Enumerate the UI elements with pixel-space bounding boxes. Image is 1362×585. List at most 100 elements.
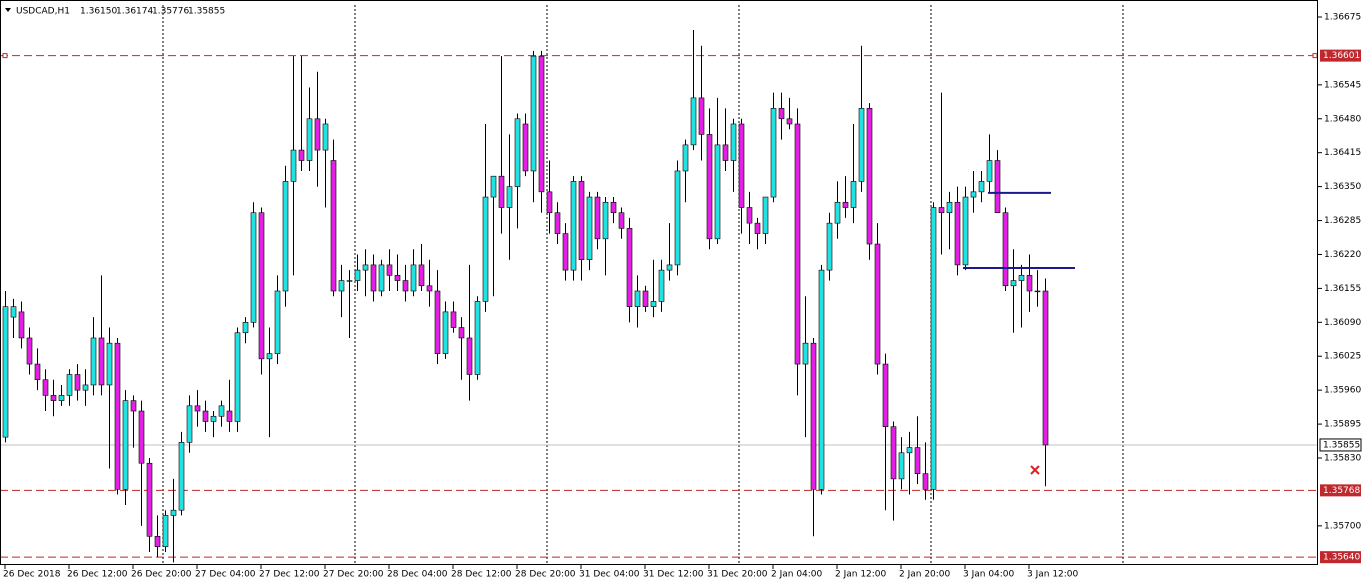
- x-tick-label: 2 Jan 20:00: [899, 570, 951, 580]
- candle-body: [370, 264, 377, 292]
- candle-body: [914, 447, 921, 474]
- x-tick-label: 28 Dec 12:00: [451, 570, 512, 580]
- x-tick-label: 3 Jan 04:00: [963, 570, 1015, 580]
- candle-body: [586, 196, 593, 260]
- candle-body: [210, 415, 217, 422]
- x-tick-label: 27 Dec 20:00: [323, 570, 384, 580]
- candle-body: [826, 222, 833, 271]
- candle-body: [442, 311, 449, 354]
- candle-body: [666, 264, 673, 271]
- candle-body: [42, 379, 49, 396]
- level-label: 1.35640: [1323, 553, 1360, 563]
- candle-body: [714, 144, 721, 240]
- header-high: 1.36174: [116, 7, 153, 17]
- candle-body: [786, 118, 793, 125]
- candle-body: [434, 290, 441, 354]
- candle-body: [490, 175, 497, 198]
- candle-body: [754, 222, 761, 234]
- y-tick-label: 1.35830: [1324, 454, 1361, 464]
- candle-body: [138, 410, 145, 464]
- x-tick-label: 3 Jan 12:00: [1027, 570, 1079, 580]
- y-tick-label: 1.36285: [1324, 216, 1361, 226]
- y-tick-label: 1.36675: [1324, 13, 1361, 23]
- candle-body: [1042, 290, 1049, 446]
- candle-body: [890, 426, 897, 480]
- candle-body: [426, 285, 433, 292]
- candle-body: [106, 342, 113, 386]
- candle-body: [682, 144, 689, 172]
- candle-body: [834, 201, 841, 224]
- level-label-box: [1320, 551, 1361, 564]
- candle-body: [810, 342, 817, 490]
- close-marker: [1030, 465, 1040, 475]
- candle-body: [1026, 275, 1033, 292]
- candle-body: [218, 405, 225, 417]
- candle-body: [82, 384, 89, 391]
- candle-body: [730, 123, 737, 161]
- candle-body: [114, 342, 121, 490]
- x-tick-label: 2 Jan 04:00: [771, 570, 823, 580]
- candle-body: [34, 363, 41, 381]
- level-label-box: [1320, 484, 1361, 497]
- candle-body: [986, 160, 993, 182]
- last-price-box: [1319, 438, 1362, 452]
- candle-body: [522, 123, 529, 172]
- candle-body: [746, 207, 753, 224]
- y-tick-label: 1.36155: [1324, 284, 1361, 294]
- header-open: 1.36150: [80, 7, 117, 17]
- candle-body: [282, 181, 289, 292]
- candle-body: [402, 280, 409, 292]
- y-tick-label: 1.36090: [1324, 318, 1361, 328]
- candle-body: [762, 196, 769, 234]
- level-label-box: [1320, 49, 1361, 62]
- candle-body: [650, 301, 657, 307]
- candle-body: [178, 442, 185, 511]
- candle-body: [346, 280, 353, 282]
- candle-body: [554, 212, 561, 234]
- candle-body: [602, 201, 609, 240]
- candle-body: [562, 233, 569, 271]
- candle-body: [394, 275, 401, 281]
- candle-body: [874, 243, 881, 365]
- candle-body: [378, 264, 385, 292]
- y-tick-label: 1.36415: [1324, 148, 1361, 158]
- x-tick-label: 31 Dec 04:00: [579, 570, 640, 580]
- candle-body: [226, 410, 233, 422]
- x-tick-label: 2 Jan 12:00: [835, 570, 887, 580]
- candle-body: [1034, 290, 1041, 293]
- candle-body: [306, 118, 313, 161]
- candle-body: [458, 327, 465, 339]
- candle-body: [354, 269, 361, 281]
- level-anchor: [2, 53, 8, 59]
- candle-body: [1018, 275, 1025, 281]
- candle-body: [882, 363, 889, 427]
- candle-body: [818, 269, 825, 490]
- candle-body: [954, 201, 961, 266]
- candle-body: [906, 447, 913, 454]
- y-tick-label: 1.36545: [1324, 80, 1361, 90]
- candle-body: [66, 374, 73, 396]
- x-tick-label: 26 Dec 12:00: [67, 570, 128, 580]
- candle-body: [722, 144, 729, 161]
- candle-body: [506, 186, 513, 208]
- candle-body: [842, 201, 849, 208]
- candle-body: [250, 212, 257, 323]
- candle-body: [274, 290, 281, 354]
- x-tick-label: 27 Dec 12:00: [259, 570, 320, 580]
- candle-body: [298, 149, 305, 161]
- candle-body: [898, 452, 905, 480]
- candle-body: [314, 118, 321, 151]
- candle-body: [146, 462, 153, 537]
- candle-body: [538, 55, 545, 193]
- candle-body: [50, 395, 57, 401]
- candle-body: [186, 405, 193, 443]
- candle-body: [658, 269, 665, 302]
- candle-body: [170, 509, 177, 516]
- candle-body: [258, 212, 265, 360]
- candle-body: [498, 175, 505, 208]
- candle-body: [946, 201, 953, 214]
- candle-body: [474, 301, 481, 375]
- y-tick-label: 1.35700: [1324, 521, 1361, 531]
